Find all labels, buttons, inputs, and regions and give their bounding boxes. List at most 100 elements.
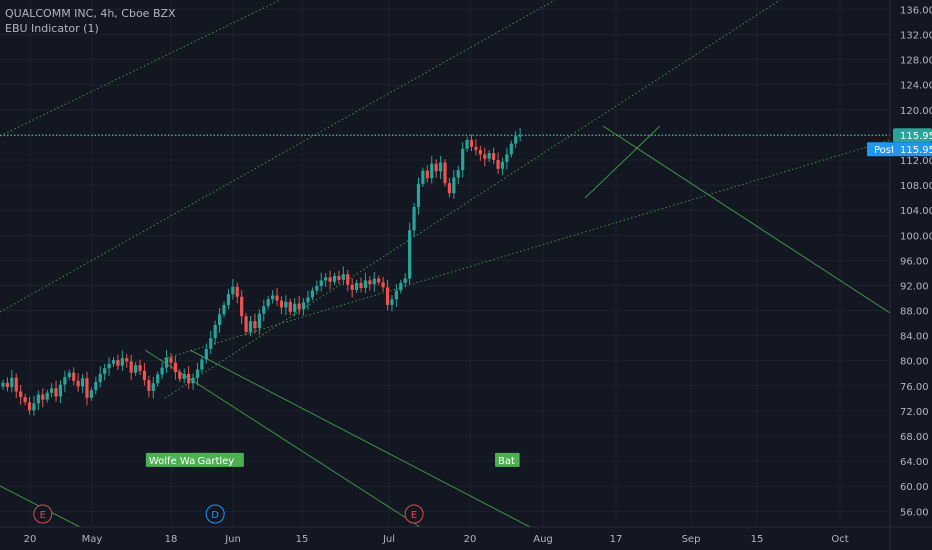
candle-body <box>483 154 487 159</box>
candle <box>301 298 306 316</box>
candle <box>94 376 98 395</box>
candle-body <box>465 139 469 149</box>
candle-body <box>204 348 208 360</box>
candle-body <box>430 163 434 179</box>
candle <box>310 287 314 301</box>
candle-body <box>151 383 155 391</box>
candle-body <box>200 359 204 370</box>
candle <box>36 390 40 410</box>
candle <box>266 296 270 310</box>
post-price-label: 115.95 <box>900 145 932 156</box>
candle-body <box>279 300 284 308</box>
candle <box>346 269 350 292</box>
candle <box>89 387 93 401</box>
candle <box>160 362 164 379</box>
candle <box>385 279 390 311</box>
earnings-marker[interactable]: E <box>33 504 53 524</box>
candle <box>182 368 186 384</box>
indicator-legend[interactable]: EBU Indicator (1) <box>5 22 99 35</box>
candle <box>262 299 266 322</box>
candle <box>54 380 58 402</box>
candle-body <box>474 146 478 150</box>
candle-body <box>32 403 36 411</box>
candle-body <box>10 377 14 388</box>
candle <box>222 301 226 318</box>
candle-body <box>134 365 138 373</box>
y-tick-label: 68.00 <box>900 432 929 443</box>
candle-body <box>89 390 93 398</box>
candle <box>487 149 491 162</box>
price-axis[interactable]: 136.00132.00128.00124.00120.00116.00112.… <box>867 0 932 550</box>
event-marker-label: E <box>40 510 46 521</box>
candle-body <box>443 162 447 184</box>
candle <box>80 374 85 393</box>
candle <box>377 275 381 286</box>
candle-body <box>231 286 235 295</box>
candle-body <box>240 296 244 317</box>
candle <box>518 127 522 142</box>
candle <box>381 276 385 292</box>
y-tick-label: 132.00 <box>900 31 932 42</box>
candle-body <box>169 357 173 363</box>
candle-body <box>461 148 465 171</box>
candle <box>213 320 217 345</box>
candle-body <box>496 159 500 169</box>
candle-body <box>341 274 345 280</box>
candle-body <box>248 321 253 332</box>
candle <box>315 280 319 295</box>
y-tick-label: 80.00 <box>900 357 929 368</box>
symbol-legend[interactable]: QUALCOMM INC, 4h, Cboe BZX <box>5 7 176 20</box>
candle <box>63 370 67 393</box>
candle <box>408 222 412 284</box>
pattern-label-text: Gartley <box>197 456 234 467</box>
candle-body <box>271 295 275 300</box>
x-tick-label: 20 <box>24 534 37 545</box>
pattern-label: Gartley <box>194 452 244 467</box>
candle-body <box>98 373 102 383</box>
time-axis[interactable]: 20 May 18 Jun 15 Jul 20 Aug 17 Sep 15 Oct <box>0 526 932 545</box>
x-tick-label: Jul <box>382 534 395 545</box>
candle <box>319 272 323 292</box>
candle-body <box>94 382 98 391</box>
candle <box>85 371 89 406</box>
candle <box>23 393 27 406</box>
candle <box>58 380 63 404</box>
candle <box>14 373 18 399</box>
candle-body <box>58 384 63 397</box>
earnings-marker[interactable]: E <box>404 504 424 524</box>
pattern-line <box>189 349 531 528</box>
candle <box>403 273 407 288</box>
candle <box>138 359 142 376</box>
candle-body <box>147 380 151 391</box>
candle-body <box>288 301 292 312</box>
pattern-line <box>144 349 421 528</box>
candle <box>394 283 398 307</box>
candle-body <box>346 274 350 285</box>
candle-body <box>23 397 27 403</box>
candle-body <box>394 290 398 300</box>
candle <box>200 356 204 373</box>
candle-body <box>67 372 71 378</box>
candle-body <box>416 183 421 208</box>
dividend-marker[interactable]: D <box>205 504 225 524</box>
candle <box>350 278 354 298</box>
candle <box>359 277 363 293</box>
candle <box>500 157 505 176</box>
candle <box>271 290 275 304</box>
candle-body <box>111 360 116 364</box>
candle <box>443 159 447 187</box>
x-tick-label: Oct <box>831 534 848 545</box>
candle-body <box>306 297 310 303</box>
candle-body <box>328 277 332 282</box>
post-badge-label: Post <box>874 145 895 156</box>
last-price-label: 115.95 <box>900 131 932 142</box>
y-tick-label: 136.00 <box>900 5 932 16</box>
candle-body <box>399 282 403 291</box>
candle <box>478 145 482 161</box>
pattern-line-dotted <box>159 139 891 361</box>
x-tick-label: 15 <box>751 534 764 545</box>
candle <box>390 294 394 312</box>
candle-body <box>372 278 376 285</box>
